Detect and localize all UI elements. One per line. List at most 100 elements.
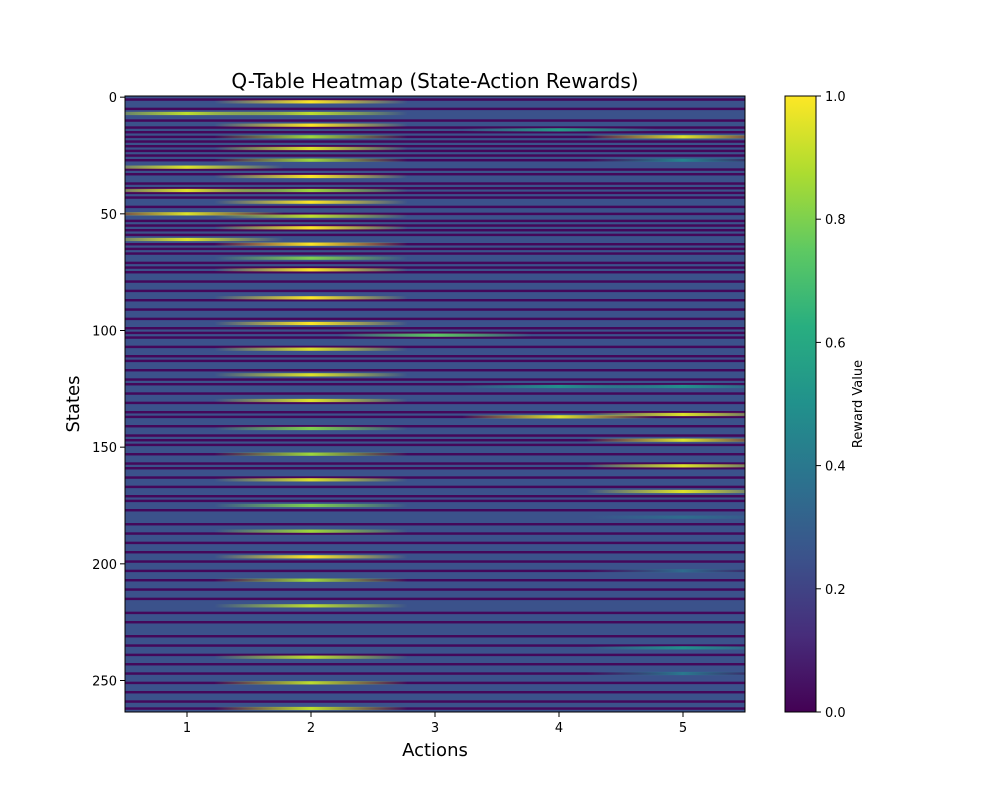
heatmap-peak (586, 569, 745, 573)
heatmap-row-dark (125, 271, 745, 274)
heatmap-peak (586, 158, 745, 162)
y-tick-label: 50 (100, 208, 117, 223)
heatmap-row-dark (125, 182, 745, 185)
heatmap-row-dark (125, 369, 745, 372)
colorbar: 0.0 0.2 0.4 0.6 0.8 1.0 Reward Value (784, 90, 866, 721)
heatmap-row-dark (125, 588, 745, 591)
heatmap-row-dark (125, 425, 745, 428)
heatmap-row-dark (125, 140, 745, 143)
x-axis-label: Actions (402, 740, 468, 761)
heatmap-peak (586, 412, 745, 417)
heatmap-peak (214, 398, 408, 403)
heatmap-row-dark (125, 541, 745, 545)
heatmap-peak (214, 146, 408, 151)
heatmap-row-dark (125, 149, 745, 153)
colorbar-tick-label: 0.0 (825, 706, 846, 721)
heatmap-peak (586, 671, 745, 676)
chart-title: Q-Table Heatmap (State-Action Rewards) (231, 69, 638, 93)
heatmap-peak (214, 100, 408, 104)
heatmap-peak (214, 123, 408, 127)
heatmap-peak (214, 226, 408, 230)
heatmap-peak (214, 200, 408, 204)
heatmap-peak (214, 242, 408, 246)
heatmap-peak (214, 256, 408, 260)
heatmap-row-dark (125, 196, 745, 199)
heatmap-row-dark (125, 219, 745, 223)
heatmap-peak (125, 165, 284, 169)
heatmap-row-dark (125, 383, 745, 386)
heatmap-row-dark (125, 672, 745, 675)
heatmap-peak (214, 578, 408, 582)
heatmap-row-dark (125, 663, 745, 666)
heatmap-row-dark (125, 476, 745, 479)
heatmap-peak (214, 111, 408, 116)
heatmap-peak (214, 681, 408, 685)
heatmap-peak (214, 503, 408, 508)
heatmap-row-dark (125, 644, 745, 647)
heatmap-row-dark (125, 700, 745, 703)
heatmap-peak (462, 415, 656, 419)
heatmap-peak (214, 158, 408, 162)
heatmap-row-dark (125, 205, 745, 209)
x-tick-label: 2 (307, 721, 315, 736)
heatmap-row-dark (125, 467, 745, 470)
colorbar-tick-label: 0.2 (825, 583, 846, 598)
heatmap-row-dark (125, 532, 745, 535)
heatmap-peak (214, 296, 408, 300)
heatmap-row-dark (125, 187, 745, 190)
heatmap-row-dark (125, 509, 745, 512)
heatmap-row-dark (125, 135, 745, 139)
heatmap-row-dark (125, 597, 745, 601)
heatmap-peak (586, 384, 745, 389)
heatmap-row-dark (125, 453, 745, 456)
heatmap-peak (214, 214, 408, 218)
heatmap-row-dark (125, 443, 745, 447)
x-axis: 1 2 3 4 5 (183, 712, 687, 736)
heatmap-row-dark (125, 707, 745, 710)
x-tick-label: 3 (431, 721, 439, 736)
colorbar-gradient (784, 95, 817, 713)
heatmap-row-dark (125, 159, 745, 162)
heatmap-row-dark (125, 233, 745, 237)
heatmap-row-dark (125, 191, 745, 195)
heatmap-row-dark (125, 392, 745, 395)
heatmap-peak (586, 646, 745, 650)
heatmap-row-dark (125, 579, 745, 582)
heatmap-peak (214, 426, 408, 431)
heatmap-row-dark (125, 345, 745, 349)
heatmap-row-dark (125, 635, 745, 638)
heatmap-row-dark (125, 336, 745, 339)
heatmap-peak (586, 515, 745, 519)
heatmap-row-dark (125, 415, 745, 419)
heatmap-row-dark (125, 107, 745, 111)
heatmap-row-dark (125, 229, 745, 232)
heatmap-peak (125, 111, 284, 116)
heatmap-peak (214, 174, 408, 179)
heatmap-peak (462, 384, 656, 389)
heatmap-row-dark (125, 401, 745, 405)
heatmap-peak (214, 135, 408, 139)
y-tick-label: 200 (92, 558, 117, 573)
heatmap-row-dark (125, 681, 745, 685)
heatmap-row-dark (125, 317, 745, 321)
heatmap-row-dark (125, 621, 745, 624)
x-tick-label: 4 (555, 721, 563, 736)
x-tick-label: 5 (679, 721, 687, 736)
heatmap-peak (214, 655, 408, 659)
heatmap-peak (214, 706, 408, 711)
heatmap-peak (214, 188, 408, 193)
heatmap-row-dark (125, 355, 745, 358)
heatmap-peak (586, 135, 745, 139)
heatmap-row-dark (125, 266, 745, 269)
heatmap-row-dark (125, 173, 745, 176)
heatmap-peak (586, 464, 745, 468)
heatmap-row-dark (125, 523, 745, 526)
heatmap-peak (214, 373, 408, 377)
heatmap-row-dark (125, 331, 745, 335)
colorbar-label: Reward Value (851, 360, 866, 448)
heatmap-row-dark (125, 119, 745, 122)
heatmap-row-dark (125, 653, 745, 657)
heatmap-peak (214, 604, 408, 608)
heatmap-peak (214, 452, 408, 456)
